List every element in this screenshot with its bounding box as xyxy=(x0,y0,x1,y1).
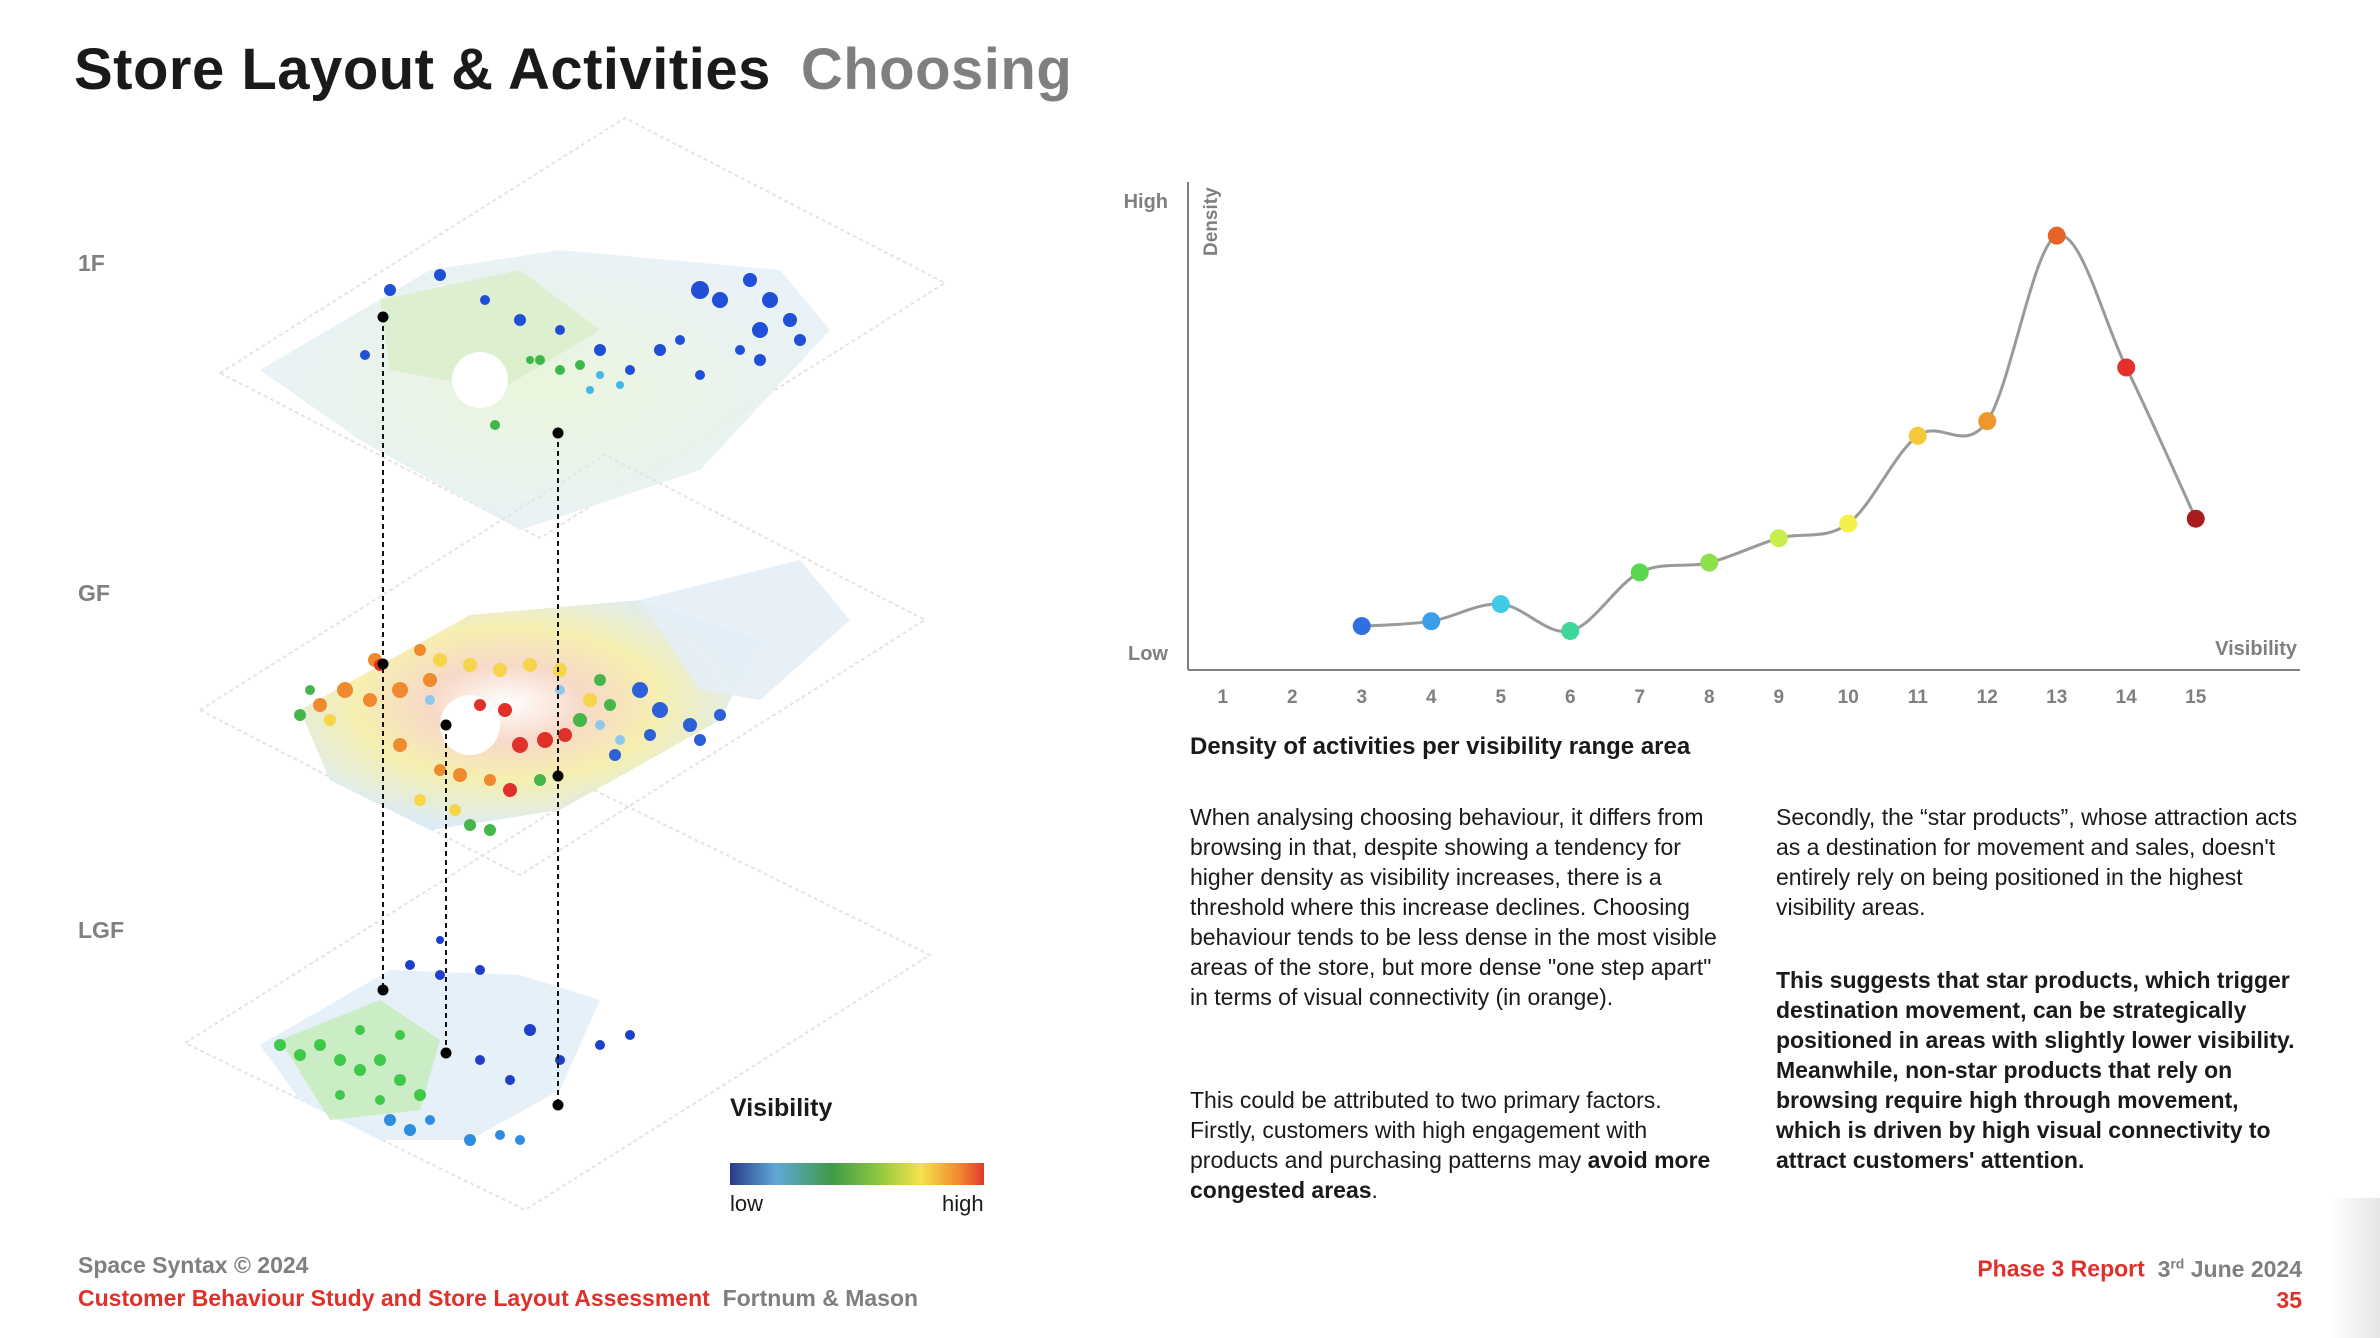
chart-y-low-label: Low xyxy=(1128,643,1168,665)
chart-data-point xyxy=(1352,617,1371,636)
paragraph-right-2: This suggests that star products, which … xyxy=(1776,967,2295,1173)
chart-x-tick-label: 4 xyxy=(1426,687,1437,708)
footer-date: 3rd June 2024 xyxy=(2157,1255,2302,1282)
footer-date-day: 3 xyxy=(2157,1255,2171,1282)
chart-data-point xyxy=(2047,226,2066,245)
legend-high-label: high xyxy=(942,1191,984,1216)
paragraph-left-2: This could be attributed to two primary … xyxy=(1190,1085,1720,1205)
chart-data-point xyxy=(1561,621,1580,640)
chart-y-high-label: High xyxy=(1124,191,1168,213)
chart-y-axis-title: Density xyxy=(1201,187,1222,256)
footer-copyright: Space Syntax © 2024 xyxy=(78,1252,309,1278)
title-main: Store Layout & Activities xyxy=(74,37,771,102)
paragraph-left-2-bold: avoid more congested areas xyxy=(1190,1147,1711,1203)
chart-x-tick-label: 12 xyxy=(1977,687,1998,708)
chart-data-point xyxy=(1422,612,1441,631)
chart-data-point xyxy=(1630,563,1649,582)
chart-x-axis-title: Visibility xyxy=(2215,638,2298,660)
chart-x-tick-label: 5 xyxy=(1495,687,1506,708)
floor-plan-1f xyxy=(217,116,948,540)
footer-date-rest: June 2024 xyxy=(2184,1255,2302,1282)
floor-plans-illustration xyxy=(182,116,948,1212)
page-number: 35 xyxy=(2276,1287,2302,1313)
footer-study: Customer Behaviour Study and Store Layou… xyxy=(78,1285,918,1312)
density-chart: High Low Density Visibility 1 2 3 4 5 6 7 8 9 10 1… xyxy=(1124,182,2300,708)
chart-x-tick-label: 6 xyxy=(1565,687,1576,708)
chart-data-point xyxy=(1978,412,1997,431)
page-title: Store Layout & Activities Choosing xyxy=(74,36,1072,103)
floor-label-gf: GF xyxy=(78,580,110,606)
footer-client: Fortnum & Mason xyxy=(722,1285,919,1311)
floor-label-1f: 1F xyxy=(78,250,105,276)
chart-x-tick-label: 2 xyxy=(1287,687,1298,708)
chart-x-tick-label: 15 xyxy=(2185,687,2207,708)
legend-title: Visibility xyxy=(730,1094,833,1122)
page-corner-shadow xyxy=(2330,1198,2380,1338)
chart-data-point xyxy=(2186,509,2205,528)
chart-data-point xyxy=(1908,426,1927,445)
chart-x-tick-label: 14 xyxy=(2116,687,2138,708)
chart-x-tick-label: 1 xyxy=(1217,687,1228,708)
chart-data-point xyxy=(1839,514,1858,533)
chart-caption: Density of activities per visibility ran… xyxy=(1190,733,1691,760)
chart-x-tick-label: 8 xyxy=(1704,687,1715,708)
paragraph-left-2-end: . xyxy=(1371,1177,1378,1203)
floor-connector-dots xyxy=(377,311,564,1111)
title-subtitle: Choosing xyxy=(800,37,1073,102)
chart-series-line xyxy=(1361,233,2198,634)
chart-x-tick-label: 9 xyxy=(1773,687,1784,708)
footer-study-title: Customer Behaviour Study and Store Layou… xyxy=(78,1285,710,1311)
floor-connector-lines xyxy=(382,317,559,1105)
floor-label-lgf: LGF xyxy=(78,917,124,943)
legend-color-scale xyxy=(730,1163,984,1185)
chart-x-tick-label: 7 xyxy=(1634,687,1645,708)
floor-plan-lgf xyxy=(182,786,933,1212)
chart-data-point xyxy=(1700,553,1719,572)
footer-report: Phase 3 Report xyxy=(1977,1255,2145,1282)
paragraph-left-2-text: This could be attributed to two primary … xyxy=(1190,1087,1662,1173)
paragraph-left-1: When analysing choosing behaviour, it di… xyxy=(1190,804,1717,1010)
legend-low-label: low xyxy=(730,1191,764,1216)
chart-data-point xyxy=(2117,358,2136,377)
footer-date-suffix: rd xyxy=(2170,1255,2185,1271)
footer-report-info: Phase 3 Report 3rd June 2024 xyxy=(1977,1255,2302,1283)
chart-data-point xyxy=(1769,529,1788,548)
chart-x-tick-label: 3 xyxy=(1356,687,1367,708)
chart-x-tick-label: 13 xyxy=(2046,687,2067,708)
chart-data-point xyxy=(1491,595,1510,614)
floor-plan-gf xyxy=(197,453,928,877)
chart-x-tick-label: 10 xyxy=(1838,687,1859,708)
chart-x-tick-label: 11 xyxy=(1908,687,1929,708)
paragraph-right-1: Secondly, the “star products”, whose att… xyxy=(1776,804,2298,920)
